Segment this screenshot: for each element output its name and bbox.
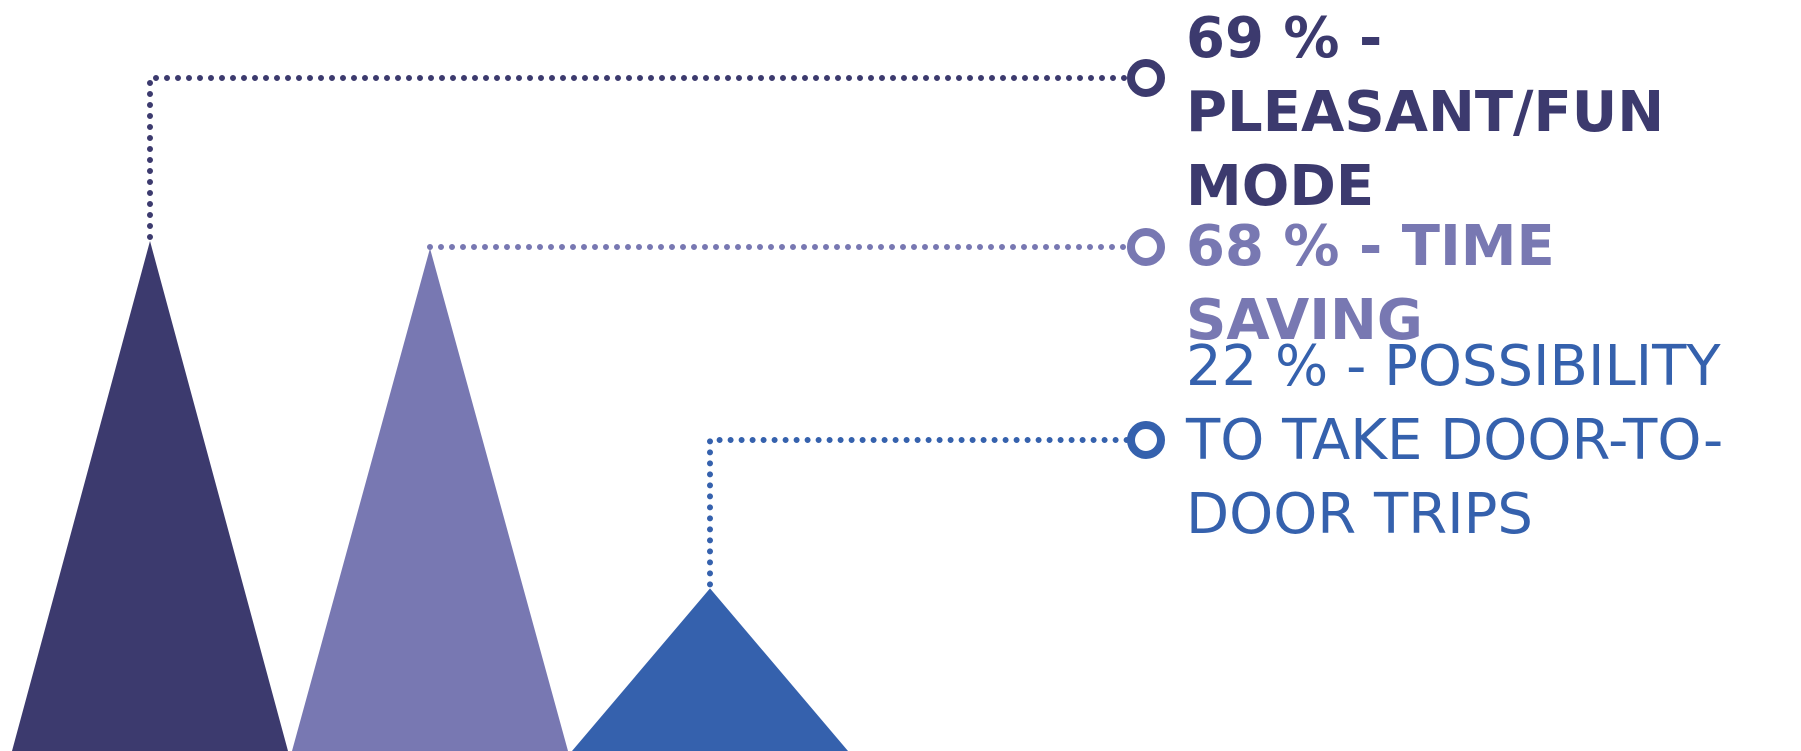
connector-line-2 <box>710 440 1130 584</box>
connector-line-0 <box>150 78 1130 237</box>
triangle-mark-0 <box>12 241 288 751</box>
triangle-mark-1 <box>292 248 568 751</box>
connector-ring-1 <box>1131 232 1161 262</box>
connector-ring-0 <box>1131 63 1161 93</box>
triangle-mark-2 <box>572 588 848 751</box>
callout-label-door-to-door-trips: 22 % - POSSIBILITY TO TAKE DOOR-TO-DOOR … <box>1186 330 1796 552</box>
callout-label-pleasant-fun-mode: 69 % - PLEASANT/FUN MODE <box>1186 2 1796 224</box>
connector-ring-2 <box>1131 425 1161 455</box>
